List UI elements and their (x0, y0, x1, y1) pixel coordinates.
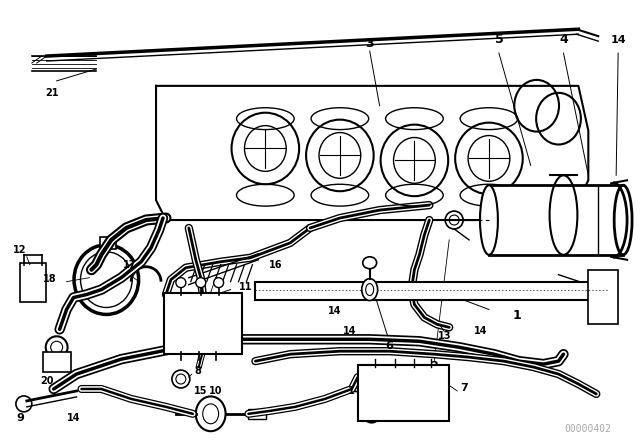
Polygon shape (156, 86, 588, 220)
Circle shape (363, 405, 381, 423)
FancyBboxPatch shape (100, 237, 116, 249)
Text: 12: 12 (13, 245, 27, 255)
Text: 8: 8 (386, 409, 393, 419)
Ellipse shape (363, 257, 377, 269)
Text: 14: 14 (228, 302, 243, 311)
Text: 18: 18 (43, 274, 56, 284)
Bar (588, 270, 618, 324)
Text: 14: 14 (611, 35, 626, 45)
Text: 8: 8 (195, 366, 201, 376)
Bar (255, 282, 608, 300)
Bar (248, 409, 266, 419)
Circle shape (176, 278, 186, 288)
Text: 17: 17 (122, 260, 136, 270)
Text: 19: 19 (199, 292, 212, 302)
FancyBboxPatch shape (358, 365, 449, 421)
Text: 14: 14 (348, 386, 362, 396)
FancyBboxPatch shape (43, 352, 70, 372)
Ellipse shape (614, 185, 632, 255)
FancyBboxPatch shape (20, 263, 45, 302)
Text: 13: 13 (438, 331, 451, 341)
Text: 5: 5 (495, 33, 503, 46)
Text: 2: 2 (431, 361, 438, 371)
Ellipse shape (480, 185, 498, 255)
Bar (489, 185, 623, 255)
Text: 15: 15 (194, 386, 207, 396)
Text: 14: 14 (67, 413, 80, 423)
Text: 11: 11 (239, 282, 252, 292)
Text: 1: 1 (513, 310, 521, 323)
Ellipse shape (362, 279, 378, 301)
Text: 6: 6 (386, 341, 394, 351)
Circle shape (214, 278, 223, 288)
FancyBboxPatch shape (164, 293, 243, 354)
Text: 16: 16 (269, 260, 282, 270)
Circle shape (196, 278, 205, 288)
Text: 14: 14 (343, 326, 356, 336)
Ellipse shape (196, 396, 225, 431)
Text: 4: 4 (559, 33, 568, 46)
Text: 20: 20 (40, 376, 54, 386)
Text: 14: 14 (474, 326, 488, 336)
Text: 3: 3 (365, 37, 374, 50)
Text: 9: 9 (16, 413, 24, 423)
Text: 14: 14 (328, 306, 342, 316)
Text: 00000402: 00000402 (565, 424, 612, 434)
Circle shape (172, 370, 190, 388)
Text: 10: 10 (209, 386, 223, 396)
Text: 7: 7 (460, 383, 468, 393)
Text: 21: 21 (45, 88, 58, 98)
Circle shape (16, 396, 32, 412)
